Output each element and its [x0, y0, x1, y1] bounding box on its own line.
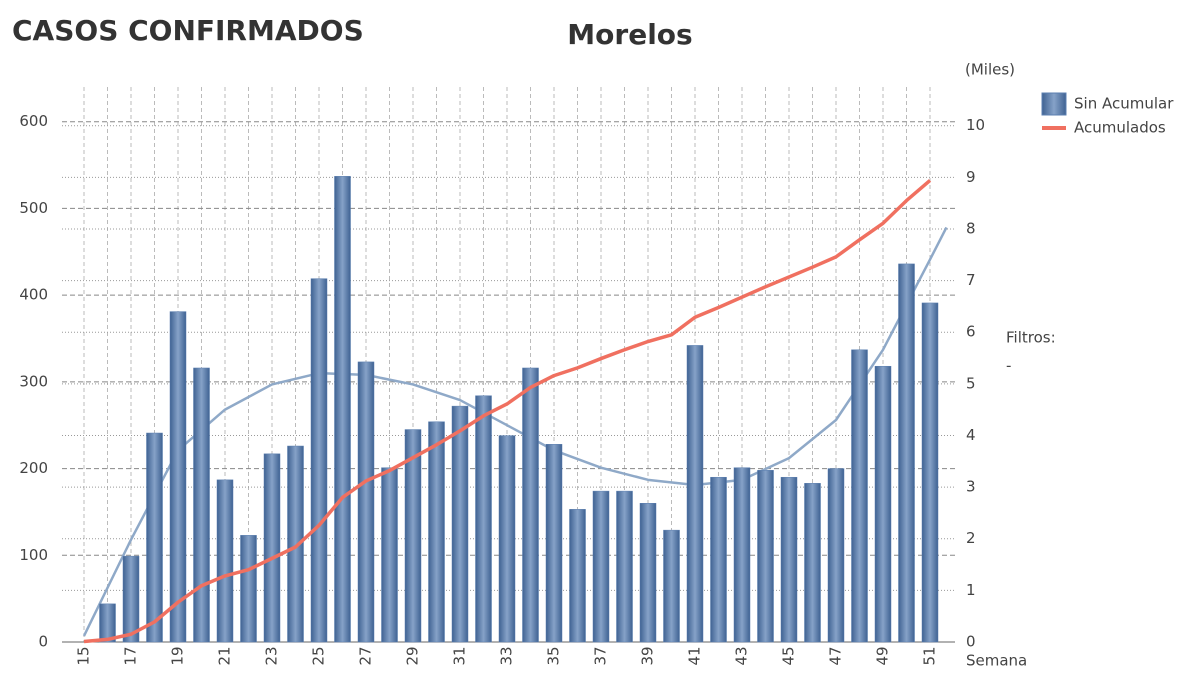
- bar: [287, 445, 304, 643]
- y2-tick-label: 4: [966, 426, 976, 444]
- chart-title: Morelos: [567, 18, 692, 51]
- x-tick-label: 29: [404, 646, 422, 665]
- bar: [616, 490, 633, 643]
- x-tick-label: 25: [310, 646, 328, 665]
- y-tick-label: 200: [19, 459, 48, 477]
- bar: [240, 535, 257, 643]
- line: [83, 179, 932, 644]
- x-tick-label: 17: [122, 646, 140, 665]
- bar: [99, 603, 116, 643]
- y2-tick-label: 1: [966, 581, 976, 599]
- x-tick-label: 15: [75, 646, 93, 665]
- bar: [710, 476, 727, 643]
- x-tick-label: 33: [498, 646, 516, 665]
- bar: [428, 421, 445, 643]
- y-tick-label: 600: [19, 112, 48, 130]
- bar: [686, 345, 704, 643]
- y-tick-label: 300: [19, 372, 48, 390]
- bar: [874, 365, 892, 643]
- bar: [639, 503, 657, 643]
- bar: [216, 479, 234, 643]
- bar: [263, 453, 281, 643]
- x-tick-label: 43: [733, 646, 751, 665]
- x-tick-label: 45: [780, 646, 798, 665]
- x-tick-label: 39: [639, 646, 657, 665]
- bar: [357, 361, 375, 643]
- x-tick-label: 21: [216, 646, 234, 665]
- bar: [404, 429, 422, 643]
- y-tick-label: 0: [38, 633, 48, 651]
- legend-label: Sin Acumular: [1074, 95, 1174, 113]
- bar: [921, 302, 939, 643]
- filters-label: Filtros:: [1006, 329, 1056, 347]
- y2-tick-label: 5: [966, 374, 976, 392]
- x-tick-label: 35: [545, 646, 563, 665]
- bar: [663, 529, 680, 643]
- bar: [780, 476, 798, 643]
- x-tick-label: 19: [169, 646, 187, 665]
- bar: [827, 468, 845, 643]
- bar: [498, 435, 516, 643]
- bar: [757, 470, 774, 643]
- bar: [545, 444, 563, 643]
- filters-value: -: [1006, 357, 1011, 375]
- x-tick-label: 47: [827, 646, 845, 665]
- bar: [193, 367, 210, 643]
- bar: [898, 263, 915, 643]
- x-tick-label: 49: [874, 646, 892, 665]
- y-tick-label: 100: [19, 546, 48, 564]
- y2-tick-label: 10: [966, 116, 985, 134]
- y2-tick-label: 9: [966, 168, 976, 186]
- bar: [733, 467, 751, 643]
- bar: [334, 176, 351, 643]
- bar: [146, 432, 163, 643]
- bar: [851, 349, 868, 643]
- y-tick-label: 400: [19, 286, 48, 304]
- x-tick-label: 37: [592, 646, 610, 665]
- y2-tick-label: 7: [966, 271, 976, 289]
- legend-swatch: [1041, 92, 1067, 116]
- bar: [522, 367, 539, 643]
- y2-tick-label: 6: [966, 323, 976, 341]
- bar: [475, 395, 492, 643]
- x-tick-label: 23: [263, 646, 281, 665]
- bar: [804, 483, 821, 643]
- y2-tick-label: 3: [966, 478, 976, 496]
- bar: [592, 490, 610, 643]
- legend-label: Acumulados: [1074, 119, 1166, 137]
- x-axis-label: Semana: [966, 652, 1027, 670]
- x-tick-label: 27: [357, 646, 375, 665]
- bar: [310, 278, 328, 643]
- y-tick-label: 500: [19, 199, 48, 217]
- bar: [122, 555, 140, 643]
- y2-tick-label: 8: [966, 219, 976, 237]
- x-tick-label: 41: [686, 646, 704, 665]
- y2-tick-label: 2: [966, 529, 976, 547]
- bar: [569, 509, 586, 643]
- bar: [451, 405, 469, 643]
- heading: CASOS CONFIRMADOS: [12, 14, 364, 47]
- x-tick-label: 31: [451, 646, 469, 665]
- x-tick-label: 51: [921, 646, 939, 665]
- bar: [381, 467, 398, 643]
- y2-axis-label: (Miles): [965, 61, 1015, 79]
- y2-tick-label: 0: [966, 633, 976, 651]
- bar: [169, 311, 187, 643]
